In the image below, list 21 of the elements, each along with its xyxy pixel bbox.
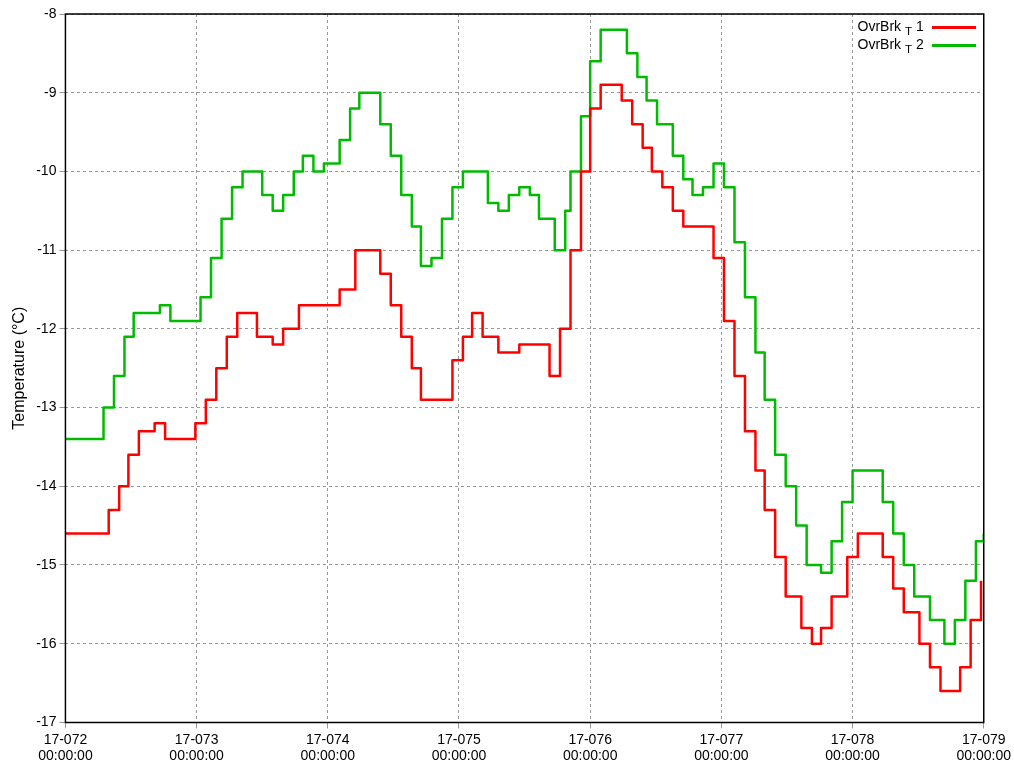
legend-label: OvrBrk $_{T}$ 2 [857,35,924,55]
y-tick-label: -10 [36,162,57,179]
legend-label: OvrBrk $_{T}$ 1 [857,17,924,37]
y-tick-label: -15 [36,555,57,572]
y-tick-label: -14 [36,477,57,494]
x-tick-label: 17-074 00:00:00 [300,730,356,764]
x-tick-label: 17-078 00:00:00 [825,730,881,764]
y-tick-label: -8 [43,4,57,21]
y-axis-title: Temperature (°C) [10,306,28,430]
y-tick-label: -9 [43,83,57,100]
x-tick-label: 17-077 00:00:00 [694,730,749,764]
y-tick-label: -11 [37,240,57,257]
y-tick-label: -12 [36,319,57,336]
x-tick-label: 17-073 00:00:00 [169,730,225,764]
x-tick-label: 17-075 00:00:00 [431,730,487,764]
x-tick-label: 17-079 00:00:00 [956,730,1012,764]
y-tick-label: -16 [36,634,57,651]
x-tick-label: 17-076 00:00:00 [562,730,618,764]
y-tick-label: -13 [36,398,57,415]
x-tick-label: 17-072 00:00:00 [38,730,93,764]
y-tick-label: -17 [36,713,57,730]
